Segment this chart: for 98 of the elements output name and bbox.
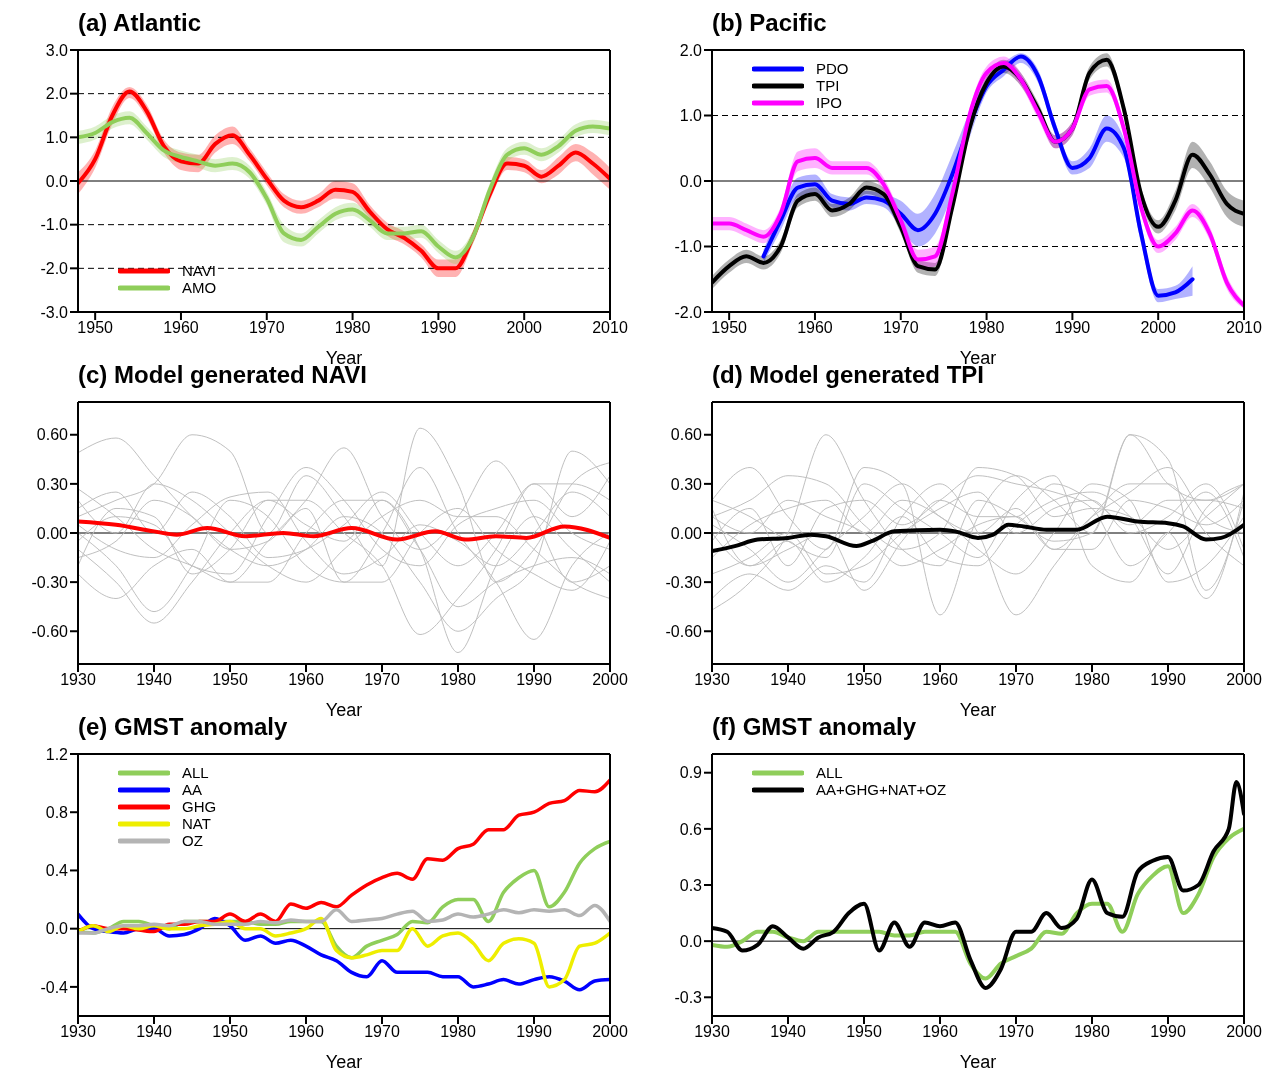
y-tick-label: 0.6	[679, 820, 703, 838]
x-tick-label: 1980	[334, 319, 371, 337]
x-tick-label: 2000	[506, 319, 543, 337]
x-tick-label: 1960	[163, 319, 199, 337]
y-tick-label: 0.60	[670, 426, 703, 444]
x-tick-label: 1980	[440, 1023, 476, 1041]
y-tick-label: -0.3	[674, 988, 703, 1006]
legend-label: AA	[182, 781, 203, 798]
legend-label: ALL	[816, 764, 843, 781]
x-tick-label: 1940	[136, 671, 172, 689]
y-tick-label: -0.60	[665, 622, 703, 640]
chart-title: (f) GMST anomaly	[712, 713, 917, 740]
x-tick-label: 1990	[420, 319, 457, 337]
y-tick-label: 1.2	[45, 745, 69, 763]
x-axis-title: Year	[325, 700, 363, 720]
y-tick-label: 0.00	[36, 524, 69, 542]
legend-label: AMO	[182, 279, 217, 296]
x-tick-label: 1980	[968, 319, 1005, 337]
y-tick-label: 0.0	[679, 172, 703, 190]
x-tick-label: 1950	[212, 671, 248, 689]
x-tick-label: 1990	[516, 1023, 552, 1041]
y-tick-label: -1.0	[674, 238, 703, 256]
y-tick-label: 1.0	[679, 107, 703, 125]
y-tick-label: 0.0	[45, 172, 69, 190]
x-tick-label: 1990	[1150, 671, 1186, 689]
y-tick-label: -0.30	[31, 573, 69, 591]
y-tick-label: -0.4	[40, 978, 69, 996]
x-tick-label: 2000	[592, 1023, 628, 1041]
y-tick-label: 0.30	[36, 475, 69, 493]
y-tick-label: -0.30	[665, 573, 703, 591]
x-tick-label: 1950	[846, 671, 882, 689]
y-tick-label: 0.0	[679, 932, 703, 950]
legend-label: AA+GHG+NAT+OZ	[816, 781, 947, 798]
x-tick-label: 1980	[1074, 671, 1110, 689]
x-axis-title: Year	[325, 1052, 363, 1072]
x-tick-label: 1960	[288, 1023, 324, 1041]
x-tick-label: 1940	[136, 1023, 172, 1041]
legend-label: NAVI	[182, 262, 216, 279]
x-tick-label: 1930	[60, 671, 96, 689]
x-tick-label: 1970	[248, 319, 285, 337]
x-tick-label: 2000	[592, 671, 628, 689]
x-tick-label: 1970	[882, 319, 919, 337]
y-tick-label: 0.8	[45, 803, 69, 821]
x-tick-label: 1960	[797, 319, 833, 337]
legend-label: TPI	[816, 77, 840, 94]
y-tick-label: -1.0	[40, 216, 69, 234]
y-tick-label: 2.0	[45, 85, 69, 103]
x-tick-label: 1950	[212, 1023, 248, 1041]
y-tick-label: 2.0	[679, 41, 703, 59]
chart-title: (a) Atlantic	[77, 8, 203, 38]
x-tick-label: 2010	[1226, 319, 1262, 337]
x-tick-label: 1940	[770, 671, 806, 689]
x-tick-label: 1990	[516, 671, 552, 689]
x-tick-label: 1950	[77, 319, 114, 337]
x-tick-label: 1930	[694, 671, 730, 689]
legend-label: GHG	[182, 798, 217, 815]
x-tick-label: 1970	[998, 671, 1034, 689]
x-axis-title: Year	[959, 1052, 997, 1072]
y-tick-label: 0.3	[679, 876, 703, 894]
x-tick-label: 1930	[694, 1023, 730, 1041]
x-tick-label: 2000	[1140, 319, 1177, 337]
x-tick-label: 1950	[846, 1023, 882, 1041]
x-tick-label: 1960	[288, 671, 324, 689]
legend-label: NAT	[182, 815, 211, 832]
y-tick-label: 0.60	[36, 426, 69, 444]
y-tick-label: 0.0	[45, 920, 69, 938]
legend-label: PDO	[816, 60, 849, 77]
x-tick-label: 1970	[998, 1023, 1034, 1041]
legend-label: IPO	[816, 94, 842, 111]
x-tick-label: 2010	[592, 319, 628, 337]
x-tick-label: 1940	[770, 1023, 806, 1041]
chart-title: (b) Pacific	[711, 8, 828, 38]
y-tick-label: 0.4	[45, 862, 69, 880]
legend-label: ALL	[182, 764, 209, 781]
x-tick-label: 1960	[922, 1023, 958, 1041]
y-tick-label: -2.0	[674, 303, 703, 321]
y-tick-label: 1.0	[45, 129, 69, 147]
y-tick-label: 0.9	[679, 764, 703, 782]
x-tick-label: 1980	[1074, 1023, 1110, 1041]
x-tick-label: 2000	[1226, 1023, 1262, 1041]
y-tick-label: -0.60	[31, 622, 69, 640]
y-tick-label: 0.30	[670, 475, 703, 493]
x-tick-label: 1980	[440, 671, 476, 689]
x-tick-label: 1960	[922, 671, 958, 689]
x-tick-label: 1950	[711, 319, 748, 337]
chart-title: (e) GMST anomaly	[78, 713, 288, 740]
x-axis-title: Year	[959, 700, 997, 720]
y-tick-label: 0.00	[670, 524, 703, 542]
y-tick-label: -2.0	[40, 260, 69, 278]
x-tick-label: 1930	[60, 1023, 96, 1041]
x-tick-label: 1970	[364, 1023, 400, 1041]
x-tick-label: 1990	[1150, 1023, 1186, 1041]
x-tick-label: 2000	[1226, 671, 1262, 689]
legend-label: OZ	[182, 832, 203, 849]
y-tick-label: -3.0	[40, 303, 69, 321]
y-tick-label: 3.0	[45, 41, 69, 59]
x-tick-label: 1970	[364, 671, 400, 689]
x-tick-label: 1990	[1054, 319, 1091, 337]
